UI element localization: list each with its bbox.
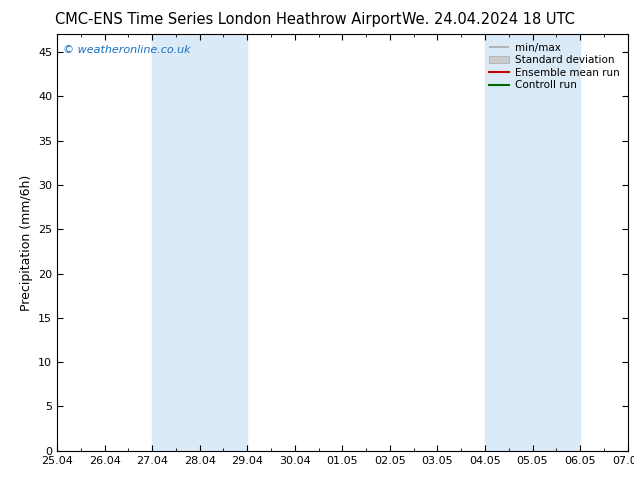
Bar <box>152 34 247 451</box>
Y-axis label: Precipitation (mm/6h): Precipitation (mm/6h) <box>20 174 32 311</box>
Legend: min/max, Standard deviation, Ensemble mean run, Controll run: min/max, Standard deviation, Ensemble me… <box>486 40 623 94</box>
Bar <box>485 34 580 451</box>
Text: CMC-ENS Time Series London Heathrow Airport: CMC-ENS Time Series London Heathrow Airp… <box>55 12 401 27</box>
Text: We. 24.04.2024 18 UTC: We. 24.04.2024 18 UTC <box>402 12 574 27</box>
Text: © weatheronline.co.uk: © weatheronline.co.uk <box>63 45 190 55</box>
